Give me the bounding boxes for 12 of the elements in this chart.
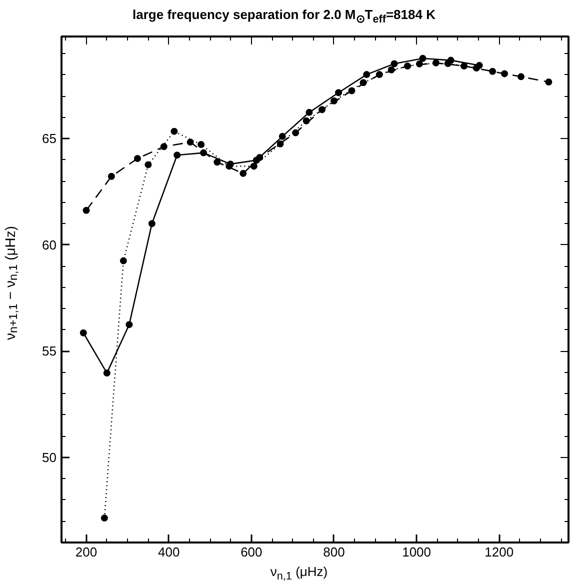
x-tick-label: 600 (240, 544, 262, 560)
x-axis-title: ν$_{n,1}$ (μHz) (269, 564, 329, 584)
x-tick-label: 1200 (484, 544, 514, 560)
y-tick-label: 60 (42, 237, 57, 252)
y-tick-label: 50 (42, 450, 57, 465)
x-tick-label: 1000 (402, 544, 432, 560)
chart-title: large frequency separation for 2.0 M$_{⊙}$T$_{eff}$=8184 K (132, 6, 436, 27)
x-tick-label: 200 (75, 544, 98, 560)
x-tick-label: 400 (158, 544, 180, 560)
y-tick-label: 65 (42, 131, 57, 146)
x-tick-label: 800 (323, 544, 345, 560)
y-tick-label: 55 (42, 344, 57, 359)
